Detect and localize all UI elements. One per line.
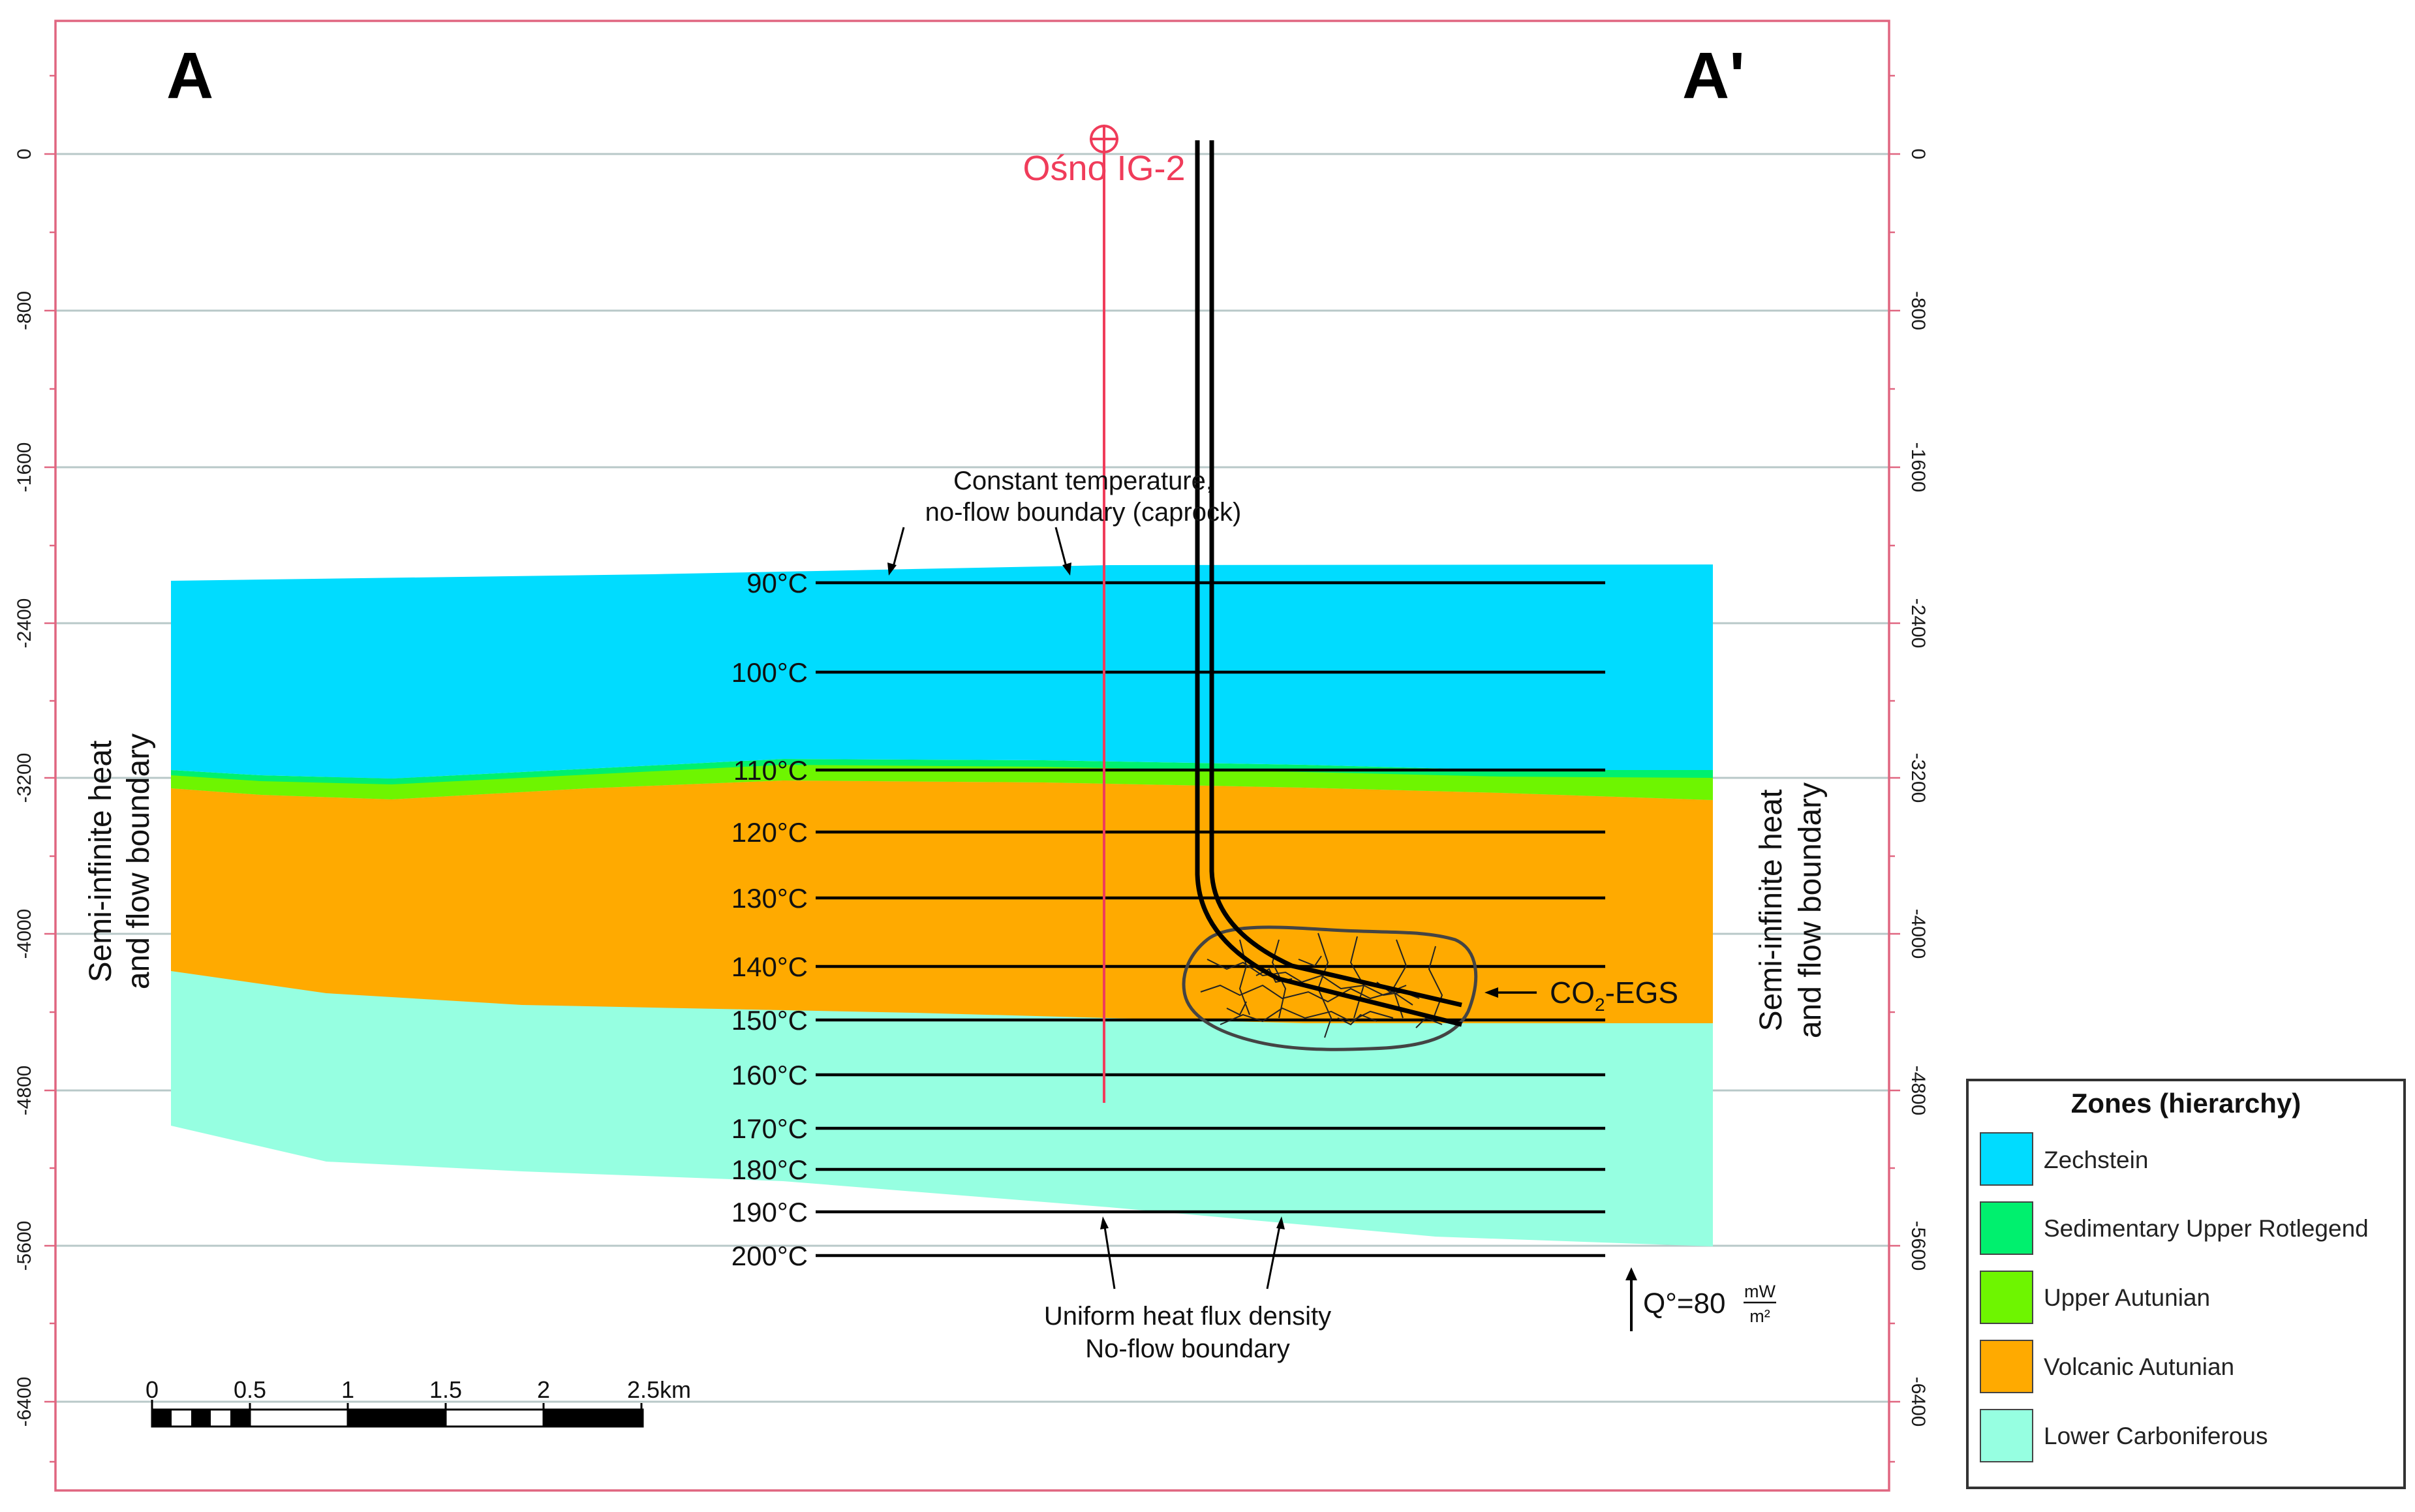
scale-tick-label: 0	[146, 1376, 159, 1403]
layer-lower-carboniferous	[171, 970, 1713, 1246]
right-side-boundary-label-line1: Semi-infinite heat	[1754, 790, 1789, 1032]
layer-volcanic-autunian-fill	[171, 780, 1713, 1023]
right-tick-label: -1600	[1907, 442, 1929, 493]
legend: Zones (hierarchy) Zechstein Sedimentary …	[1966, 1079, 2406, 1489]
reservoir-outline	[1182, 925, 1478, 1051]
scale-tick-label: 0.5	[234, 1376, 266, 1403]
layer-upper-autunian	[171, 764, 1713, 800]
egs-reservoir	[1182, 925, 1478, 1051]
right-side-boundary-label-line2: and flow boundary	[1793, 782, 1828, 1038]
isotherm-label: 150°C	[731, 1005, 808, 1036]
section-label-a-prime: A'	[1682, 39, 1745, 112]
heat-flux-unit-numerator: mW	[1744, 1282, 1776, 1301]
well-osno-ig2: Ośno IG-2	[1023, 125, 1186, 1103]
left-tick-label: -4000	[14, 909, 35, 959]
isotherm-label: 140°C	[731, 951, 808, 982]
left-tick-label: -800	[14, 291, 35, 330]
legend-title: Zones (hierarchy)	[2071, 1088, 2301, 1119]
isotherm-label: 190°C	[731, 1197, 808, 1227]
scale-tick-label: 2.5km	[627, 1376, 691, 1403]
left-axis-labels: 0 -800 -1600 -2400 -3200 -4000 -4800 -56…	[14, 149, 35, 1427]
heat-flux-unit-denominator: m²	[1749, 1306, 1770, 1326]
right-tick-label: -2400	[1907, 598, 1929, 649]
egs-label: CO2-EGS	[1550, 976, 1678, 1015]
geological-layers	[171, 564, 1713, 1246]
legend-item-label: Volcanic Autunian	[2044, 1353, 2234, 1380]
right-tick-label: -5600	[1907, 1221, 1929, 1271]
legend-swatch	[1980, 1132, 2033, 1186]
top-boundary-arrow	[891, 527, 905, 570]
right-tick-label: 0	[1907, 149, 1929, 160]
isotherm-label: 130°C	[731, 883, 808, 914]
right-tick-label: -800	[1907, 291, 1929, 330]
scale-tick-label: 1	[341, 1376, 354, 1403]
layer-sedimentary-upper-rotlegend	[171, 759, 1713, 784]
legend-frame	[1966, 1079, 2406, 1489]
isotherm-label: 200°C	[731, 1241, 808, 1271]
isotherm-label: 120°C	[731, 817, 808, 848]
legend-swatch	[1980, 1271, 2033, 1324]
left-tick-label: -1600	[14, 442, 35, 493]
isotherm-label: 180°C	[731, 1154, 808, 1185]
plot-frame	[54, 20, 1890, 1492]
scale-bar: 0 0.5 1 1.5 2 2.5km	[146, 1376, 691, 1428]
left-tick-label: -4800	[14, 1066, 35, 1116]
left-tick-label: -2400	[14, 598, 35, 649]
arrow-head-icon	[1062, 563, 1071, 576]
arrow-head-icon	[887, 563, 897, 576]
legend-item-label: Zechstein	[2044, 1147, 2148, 1173]
arrow-head-icon	[1100, 1216, 1109, 1229]
left-tick-label: -6400	[14, 1377, 35, 1427]
bottom-boundary-arrow	[1103, 1222, 1116, 1289]
isotherm-label: 160°C	[731, 1060, 808, 1090]
right-tick-label: -6400	[1907, 1377, 1929, 1427]
right-tick-label: -4800	[1907, 1066, 1929, 1116]
section-label-a: A	[166, 39, 213, 112]
arrow-head-icon	[1484, 987, 1498, 998]
legend-swatch	[1980, 1201, 2033, 1255]
left-tick-label: 0	[14, 149, 35, 160]
right-axis-ticks	[1889, 74, 1900, 1463]
top-boundary-label-line1: Constant temperature,	[953, 467, 1213, 495]
left-tick-label: -5600	[14, 1221, 35, 1271]
legend-item-label: Sedimentary Upper Rotlegend	[2044, 1215, 2369, 1242]
isotherm-label: 100°C	[731, 657, 808, 688]
right-tick-label: -4000	[1907, 909, 1929, 959]
top-boundary-arrow	[1054, 527, 1068, 570]
heat-flux-value: Q°=80	[1643, 1288, 1725, 1319]
scale-tick-label: 2	[537, 1376, 550, 1403]
legend-item-label: Lower Carboniferous	[2044, 1423, 2268, 1449]
isotherm-label: 90°C	[746, 568, 808, 598]
arrow-head-icon	[1276, 1216, 1285, 1229]
left-side-boundary-label-line2: and flow boundary	[121, 733, 156, 989]
left-tick-label: -3200	[14, 753, 35, 803]
arrow-head-icon	[1625, 1267, 1637, 1280]
legend-swatch	[1980, 1409, 2033, 1462]
wellbore-right-wall	[1209, 140, 1462, 1008]
isotherm-label: 110°C	[733, 755, 808, 786]
legend-swatch	[1980, 1340, 2033, 1393]
wellbore-left-wall	[1195, 140, 1462, 1027]
scale-tick-label: 1.5	[429, 1376, 462, 1403]
top-boundary-label-line2: no-flow boundary (caprock)	[925, 498, 1242, 527]
left-axis-ticks	[44, 74, 55, 1463]
bottom-boundary-arrow	[1266, 1222, 1282, 1289]
legend-item-label: Upper Autunian	[2044, 1284, 2210, 1311]
fracture-network	[1200, 933, 1443, 1038]
left-side-boundary-label-line1: Semi-infinite heat	[84, 741, 118, 983]
right-axis-labels: 0 -800 -1600 -2400 -3200 -4000 -4800 -56…	[1907, 149, 1929, 1427]
isotherm-label: 170°C	[731, 1113, 808, 1144]
well-name: Ośno IG-2	[1023, 149, 1185, 188]
right-tick-label: -3200	[1907, 753, 1929, 803]
bottom-boundary-label-line1: Uniform heat flux density	[1044, 1302, 1331, 1331]
bottom-boundary-label-line2: No-flow boundary	[1085, 1335, 1290, 1363]
isotherms: 90°C 100°C 110°C 120°C 130°C 140°C 150°C…	[731, 568, 1605, 1271]
